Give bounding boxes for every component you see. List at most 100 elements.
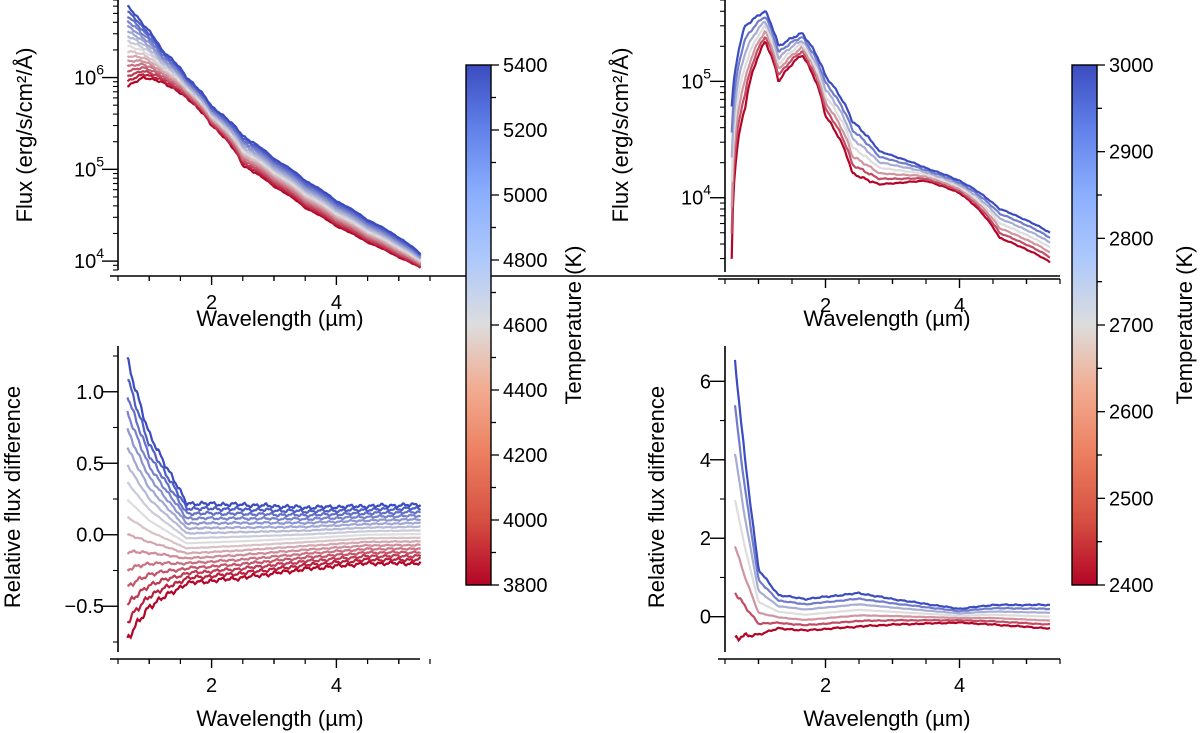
colorbar-tick-label: 3000	[1109, 55, 1154, 77]
x-axis-title: Wavelength (µm)	[196, 706, 363, 731]
y-tick-label: 2	[700, 528, 711, 550]
series-line-5000K	[126, 428, 421, 526]
x-axis-title: Wavelength (µm)	[803, 706, 970, 731]
series-line-2700K	[733, 499, 1050, 618]
series-line-2500K	[734, 592, 1051, 627]
y-tick-label: 105	[74, 153, 104, 181]
series-line-5400K	[126, 356, 422, 511]
series-line-5300K	[127, 378, 421, 515]
series-line-4600K	[127, 44, 422, 262]
axis-ticks: 2 4 105 104	[681, 0, 1061, 317]
series-line-4400K	[126, 54, 422, 264]
series-line-4900K	[126, 447, 422, 531]
colorbar-tick-label: 5400	[503, 55, 548, 77]
y-tick-label: 6	[700, 371, 711, 393]
colorbar-tick-label: 4800	[503, 250, 548, 272]
series-line-5100K	[126, 410, 421, 522]
panel-top-right: 2 4 105 104 Wavelength (µm) Flux (erg/s/cm²…	[608, 0, 1061, 331]
series-line-2600K	[733, 545, 1051, 622]
colorbar-gradient	[465, 64, 492, 586]
series-line-3000K	[730, 10, 1051, 234]
series-line-2400K	[734, 621, 1051, 643]
colorbar-tick-label: 4200	[503, 445, 548, 467]
series-line-4000K	[126, 553, 422, 606]
y-axis-title: Flux (erg/s/cm²/Å)	[608, 48, 633, 223]
x-axis-title: Wavelength (µm)	[803, 306, 970, 331]
series-line-5100K	[126, 19, 422, 258]
colorbar-label: Temperature (K)	[561, 246, 586, 405]
colorbar-tick-label: 2500	[1109, 488, 1154, 510]
series-line-5300K	[127, 10, 422, 256]
x-tick-label: 2	[206, 292, 217, 314]
panel-bottom-left: 2 4 1.0 0.5 0.0 −0.5 Wavelength (µm) Relative…	[0, 346, 431, 731]
axes-spines	[110, 0, 1060, 277]
series-line-4300K	[126, 543, 421, 560]
spectra-lines	[126, 4, 422, 269]
y-tick-label: 0.5	[76, 453, 104, 475]
y-tick-label: 104	[681, 182, 711, 210]
series-line-4500K	[126, 515, 421, 550]
series-line-3000K	[733, 359, 1051, 610]
series-line-3900K	[126, 556, 421, 624]
series-line-4400K	[126, 533, 421, 555]
x-tick-label: 2	[820, 295, 831, 317]
y-tick-label: 106	[74, 62, 104, 90]
y-tick-label: 105	[681, 65, 711, 93]
axis-ticks: 2 4 6 4 2 0	[700, 371, 1061, 697]
colorbar-tick-label: 4400	[503, 380, 548, 402]
y-axis-title: Flux (erg/s/cm²/Å)	[12, 48, 37, 223]
y-tick-label: 1.0	[76, 382, 104, 404]
series-line-3800K	[126, 75, 422, 269]
y-axis-title: Relative flux difference	[644, 386, 669, 608]
x-tick-label: 4	[331, 292, 342, 314]
difference-lines	[733, 359, 1051, 643]
series-line-4800K	[126, 464, 421, 535]
y-tick-label: 104	[74, 245, 104, 273]
y-tick-label: 0.0	[76, 525, 104, 547]
series-line-4200K	[126, 546, 421, 572]
x-axis-title: Wavelength (µm)	[196, 306, 363, 331]
colorbar-tick-label: 4600	[503, 315, 548, 337]
series-line-2900K	[733, 405, 1051, 613]
x-tick-label: 4	[331, 675, 342, 697]
series-line-5200K	[126, 15, 422, 257]
series-line-2800K	[733, 453, 1051, 615]
y-tick-label: −0.5	[65, 596, 104, 618]
x-tick-label: 4	[954, 295, 965, 317]
series-line-2600K	[730, 29, 1051, 254]
series-line-4100K	[127, 550, 421, 588]
colorbar-gradient	[1071, 64, 1098, 586]
x-tick-label: 2	[206, 675, 217, 697]
series-line-2800K	[730, 20, 1051, 244]
colorbar-right: 3000 2900 2800 2700 2600 2500 2400 Temperature…	[1071, 55, 1197, 597]
series-line-5200K	[126, 397, 421, 519]
colorbar-tick-label: 4000	[503, 510, 548, 532]
colorbar-label: Temperature (K)	[1172, 246, 1197, 405]
colorbar-tick-label: 2700	[1109, 315, 1154, 337]
spectra-lines	[730, 10, 1051, 264]
colorbar-tick-label: 5200	[503, 120, 548, 142]
series-line-3800K	[126, 560, 422, 640]
x-tick-label: 2	[820, 675, 831, 697]
axis-ticks: 2 4 106 105 104	[74, 0, 431, 314]
colorbar-tick-label: 2600	[1109, 402, 1154, 424]
panel-bottom-right: 2 4 6 4 2 0 Wavelength (µm) Relative flux dif…	[644, 346, 1061, 731]
axes-spines	[718, 0, 1060, 280]
panel-top-left: 2 4 106 105 104 Wavelength (µm) Flux (erg/s/…	[12, 0, 1060, 331]
series-line-2500K	[730, 36, 1051, 259]
x-tick-label: 4	[954, 675, 965, 697]
series-line-2400K	[730, 40, 1051, 264]
colorbar-tick-label: 2400	[1109, 575, 1154, 597]
colorbar-ticks: 5400 5200 5000 4800 4600 4400 4200 4000 3800	[491, 55, 548, 597]
series-line-2900K	[730, 16, 1051, 239]
series-line-4600K	[126, 498, 421, 545]
series-line-2700K	[730, 23, 1051, 249]
series-line-4700K	[126, 481, 421, 540]
colorbar-tick-label: 2900	[1109, 142, 1154, 164]
y-axis-title: Relative flux difference	[0, 386, 25, 608]
axes-spines	[110, 346, 420, 660]
colorbar-tick-label: 2800	[1109, 228, 1154, 250]
y-tick-label: 0	[700, 607, 711, 629]
colorbar-tick-label: 5000	[503, 185, 548, 207]
